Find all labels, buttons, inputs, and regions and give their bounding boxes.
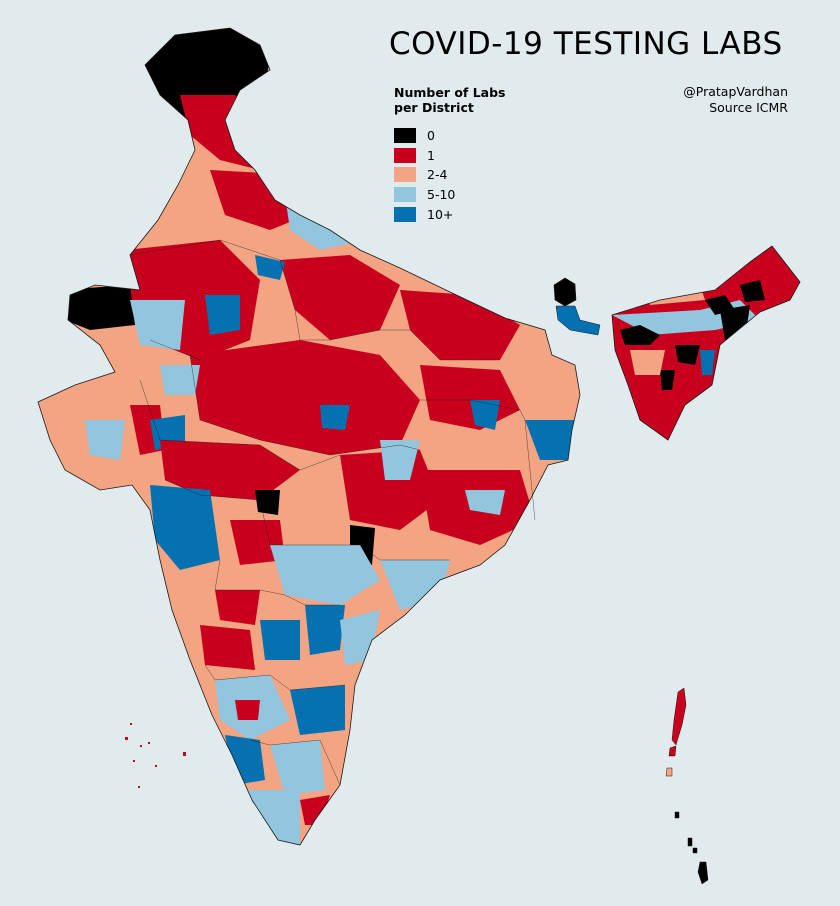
- legend-swatch: [394, 167, 416, 183]
- credit-author: @PratapVardhan: [683, 84, 788, 99]
- legend-label: 5-10: [427, 187, 456, 203]
- legend-swatch: [394, 206, 416, 222]
- legend-label: 10+: [427, 206, 454, 222]
- legend: 0 1 2-4 5-10 10+: [394, 126, 455, 224]
- legend-title-line-2: per District: [394, 100, 474, 115]
- legend-item: 2-4: [394, 165, 455, 185]
- legend-item: 0: [394, 126, 455, 146]
- map-title: COVID-19 TESTING LABS: [389, 26, 783, 62]
- legend-item: 10+: [394, 204, 455, 224]
- legend-label: 2-4: [427, 167, 448, 183]
- legend-label: 0: [427, 128, 435, 144]
- legend-item: 1: [394, 146, 455, 166]
- legend-item: 5-10: [394, 185, 455, 205]
- legend-swatch: [394, 187, 416, 203]
- legend-swatch: [394, 128, 416, 144]
- legend-swatch: [394, 147, 416, 163]
- legend-title-line-1: Number of Labs: [394, 85, 506, 100]
- credit: @PratapVardhan Source ICMR: [683, 84, 788, 116]
- legend-label: 1: [427, 147, 435, 163]
- legend-title: Number of Labs per District: [394, 85, 506, 115]
- credit-source: Source ICMR: [709, 100, 788, 115]
